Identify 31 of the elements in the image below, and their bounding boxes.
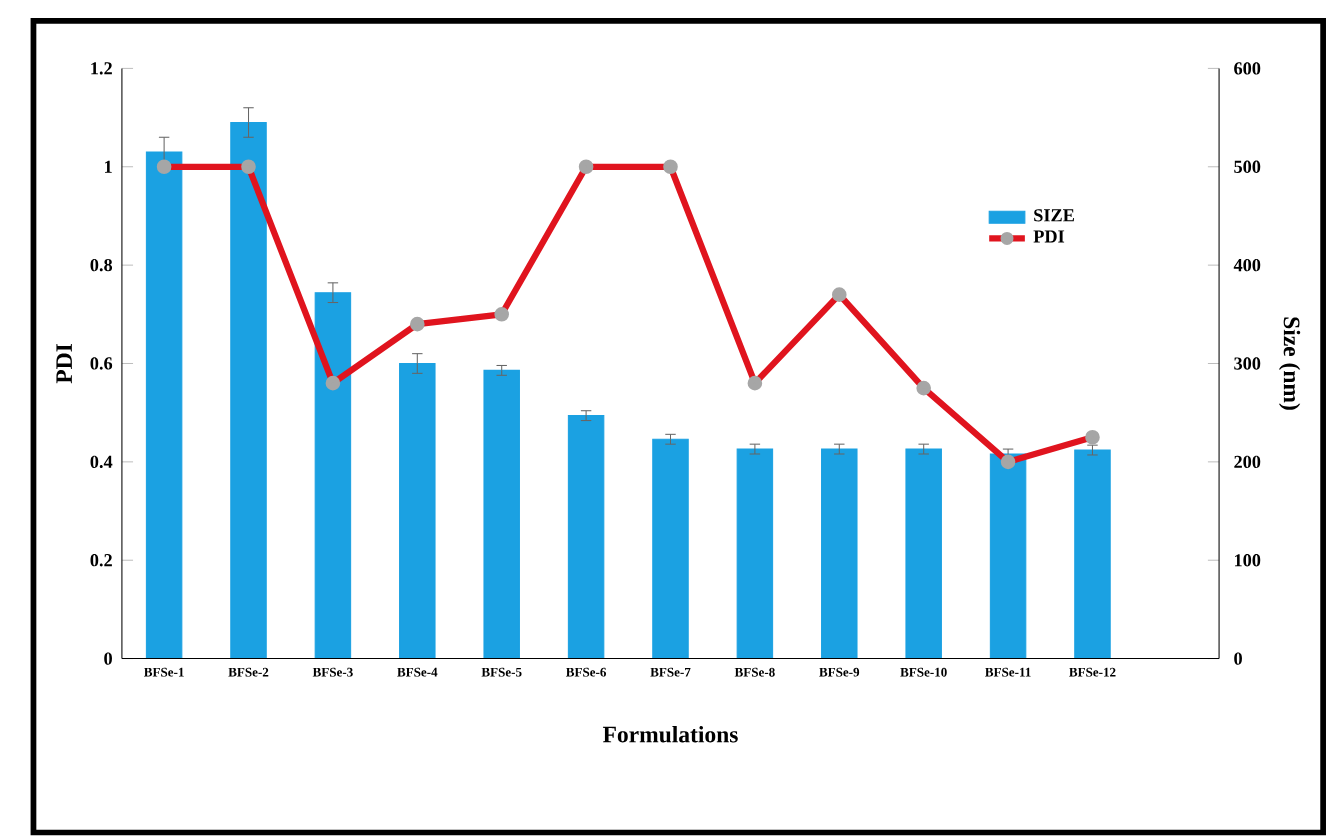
x-axis-title: Formulations (602, 726, 738, 743)
bar (567, 415, 605, 659)
y2-tick-label: 200 (1234, 455, 1261, 469)
bar (736, 448, 774, 659)
y2-tick-label: 400 (1233, 259, 1261, 272)
bar (1074, 449, 1111, 659)
bar (905, 448, 942, 659)
y-tick-label: 0.8 (90, 259, 113, 272)
y2-tick-label: 0 (1234, 652, 1242, 666)
y-tick-label: 0.6 (90, 357, 113, 370)
y-axis-title: PDI (56, 344, 72, 384)
y-tick-label: 0 (104, 652, 112, 666)
bar (399, 363, 436, 659)
bar (314, 292, 352, 659)
y-tick-label: 1.2 (91, 62, 112, 75)
y2-tick-label: 100 (1235, 554, 1261, 567)
bar (145, 151, 183, 659)
bar (483, 370, 520, 659)
y2-tick-label: 300 (1234, 357, 1261, 370)
legend-label: SIZE (1034, 209, 1074, 222)
y-tick-label: 0.4 (90, 455, 113, 469)
y2-axis-title: Size (nm) (1278, 317, 1301, 411)
legend-label: PDI (1033, 230, 1065, 243)
bar (652, 439, 689, 659)
bar (230, 122, 267, 659)
y2-tick-label: 500 (1234, 160, 1261, 174)
y-tick-label: 0.2 (90, 554, 112, 567)
bar (821, 448, 858, 659)
bar (989, 453, 1027, 659)
y2-tick-label: 600 (1234, 62, 1261, 75)
y-tick-label: 1 (105, 161, 112, 174)
